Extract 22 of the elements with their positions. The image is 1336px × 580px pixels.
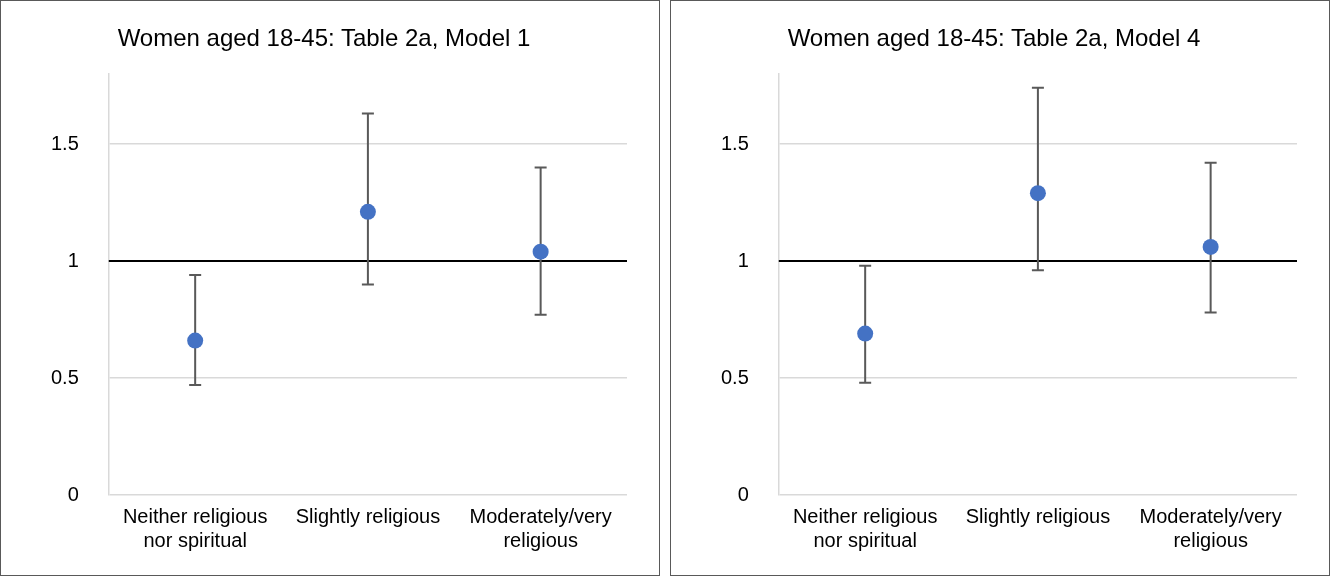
y-tick-label: 1.5	[720, 131, 749, 154]
x-tick-label: Neither religious nor spiritual	[122, 504, 268, 551]
point	[1202, 238, 1219, 255]
point	[187, 332, 204, 349]
y-tick-label: 0.5	[720, 365, 749, 388]
y-tick-label: 1	[737, 248, 749, 271]
point	[359, 203, 376, 220]
point	[1029, 185, 1046, 202]
point	[857, 325, 874, 342]
x-tick-label: Slightly religious	[295, 504, 441, 527]
chart-title: Women aged 18-45: Table 2a, Model 1	[117, 24, 531, 52]
chart-title: Women aged 18-45: Table 2a, Model 4	[787, 24, 1201, 52]
point	[532, 243, 549, 260]
x-tick-label: Moderately/very religious	[1139, 504, 1282, 551]
y-tick-label: 1	[67, 248, 79, 271]
y-tick-label: 1.5	[50, 131, 79, 154]
x-tick-label: Neither religious nor spiritual	[792, 504, 938, 551]
x-tick-label: Moderately/very religious	[469, 504, 612, 551]
y-tick-label: 0	[737, 482, 749, 505]
y-tick-label: 0.5	[50, 365, 79, 388]
y-tick-label: 0	[67, 482, 79, 505]
x-tick-label: Slightly religious	[965, 504, 1111, 527]
